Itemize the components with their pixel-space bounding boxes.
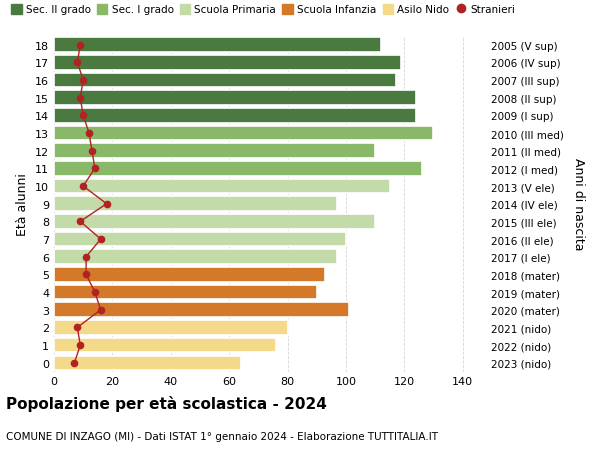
Bar xyxy=(54,197,337,212)
Bar xyxy=(54,232,346,247)
Bar xyxy=(54,320,287,335)
Bar xyxy=(54,73,395,88)
Bar xyxy=(54,250,337,264)
Bar xyxy=(54,144,375,158)
Bar xyxy=(54,303,349,317)
Bar xyxy=(54,127,433,141)
Bar xyxy=(54,268,325,282)
Bar xyxy=(54,162,422,176)
Bar xyxy=(54,109,416,123)
Bar xyxy=(54,179,389,194)
Legend: Sec. II grado, Sec. I grado, Scuola Primaria, Scuola Infanzia, Asilo Nido, Stran: Sec. II grado, Sec. I grado, Scuola Prim… xyxy=(11,5,515,16)
Y-axis label: Età alunni: Età alunni xyxy=(16,173,29,235)
Bar xyxy=(54,56,401,70)
Bar xyxy=(54,91,416,106)
Y-axis label: Anni di nascita: Anni di nascita xyxy=(572,158,584,251)
Bar xyxy=(54,285,317,300)
Bar xyxy=(54,215,375,229)
Bar xyxy=(54,38,381,53)
Bar xyxy=(54,356,241,370)
Text: COMUNE DI INZAGO (MI) - Dati ISTAT 1° gennaio 2024 - Elaborazione TUTTITALIA.IT: COMUNE DI INZAGO (MI) - Dati ISTAT 1° ge… xyxy=(6,431,438,442)
Text: Popolazione per età scolastica - 2024: Popolazione per età scolastica - 2024 xyxy=(6,395,327,411)
Bar xyxy=(54,338,276,353)
